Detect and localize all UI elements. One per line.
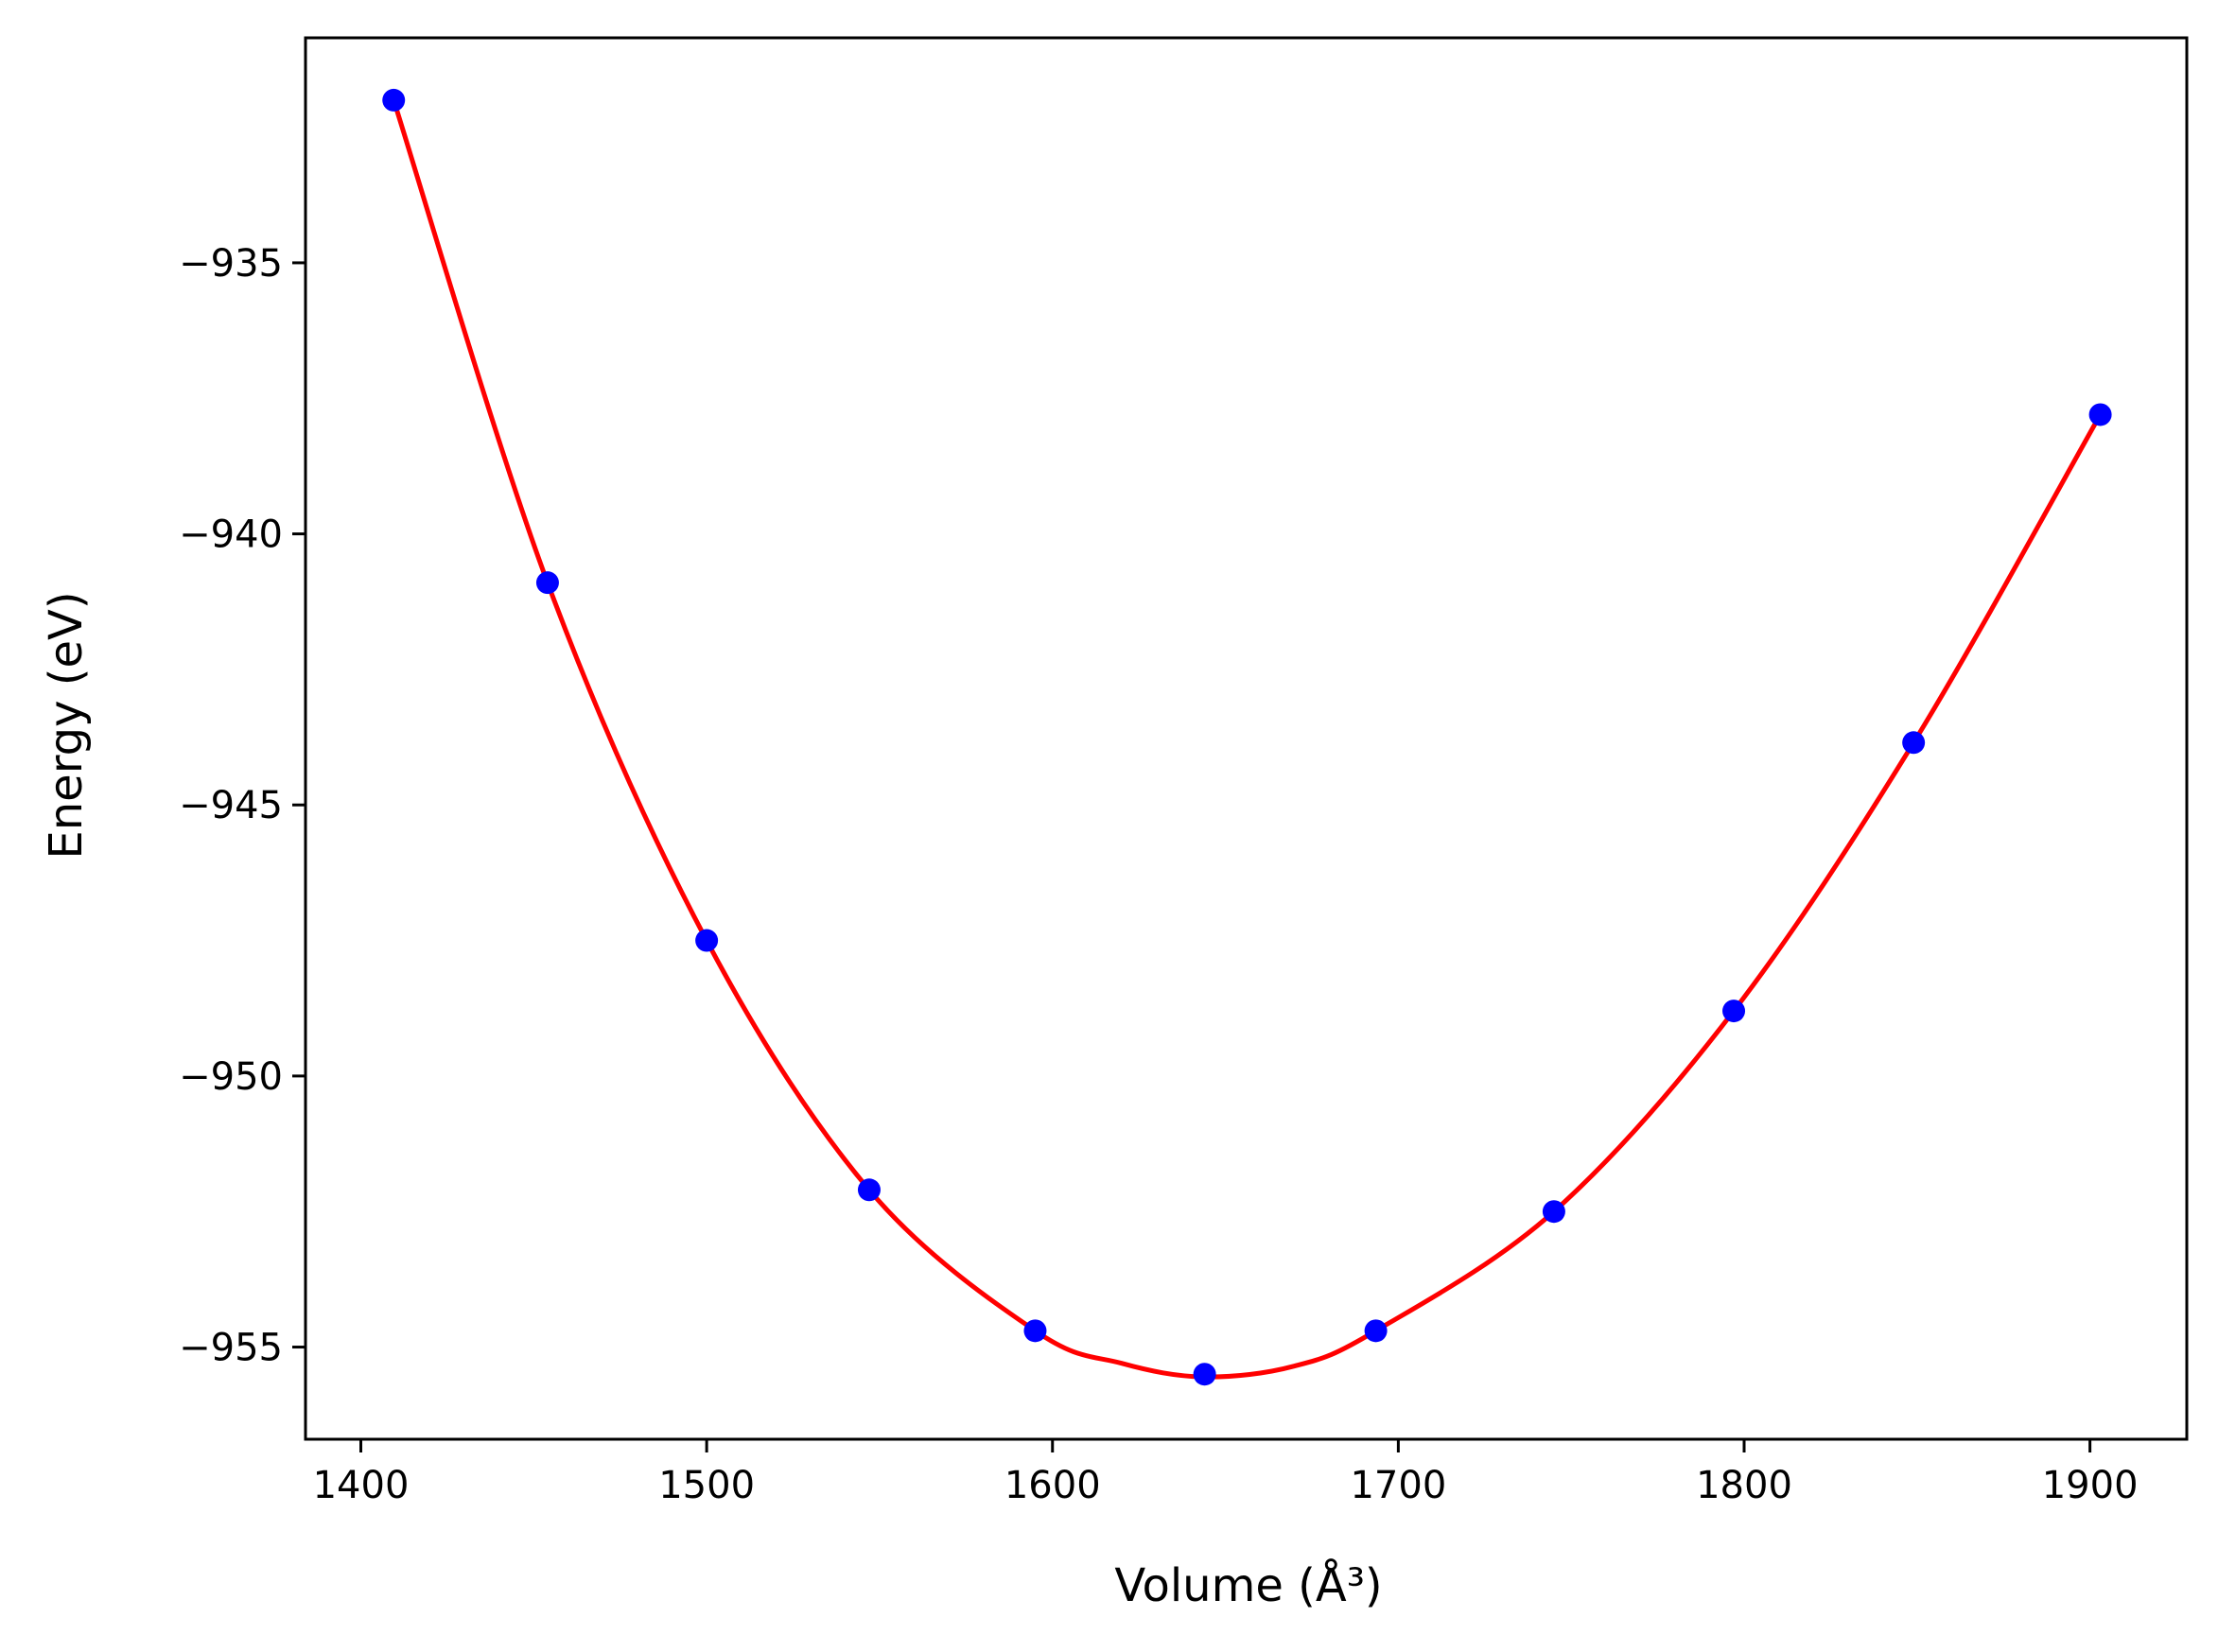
plot-area-frame — [304, 36, 2189, 1441]
data-points — [382, 88, 2112, 1386]
data-point — [1722, 1000, 1746, 1023]
data-point — [1902, 731, 1926, 755]
fit-curve-line — [391, 99, 2103, 1380]
x-tick-label: 1700 — [1350, 1464, 1446, 1507]
data-point — [1193, 1363, 1216, 1386]
y-tick-label: −940 — [179, 513, 283, 557]
x-axis-label: Volume (Å³) — [1114, 1558, 1382, 1612]
x-tick-label: 1900 — [2042, 1464, 2139, 1507]
data-point — [857, 1178, 881, 1202]
y-tick-label: −945 — [179, 784, 283, 827]
y-tick-label: −935 — [179, 242, 283, 286]
data-point — [1364, 1319, 1388, 1343]
data-point — [382, 88, 406, 112]
data-point — [535, 571, 559, 595]
x-tick-label: 1600 — [1004, 1464, 1101, 1507]
data-point — [2088, 403, 2112, 426]
data-point — [695, 929, 719, 952]
y-axis-ticks: −935 −940 −945 −950 −955 — [179, 242, 306, 1370]
x-tick-label: 1500 — [658, 1464, 755, 1507]
x-tick-label: 1400 — [313, 1464, 410, 1507]
x-axis-ticks: 1400 1500 1600 1700 1800 1900 — [313, 1439, 2139, 1507]
y-tick-label: −950 — [179, 1055, 283, 1099]
y-tick-label: −955 — [179, 1327, 283, 1370]
y-axis-label: Energy (eV) — [40, 591, 93, 859]
data-point — [1542, 1200, 1565, 1224]
data-point — [1023, 1319, 1047, 1343]
x-tick-label: 1800 — [1696, 1464, 1792, 1507]
